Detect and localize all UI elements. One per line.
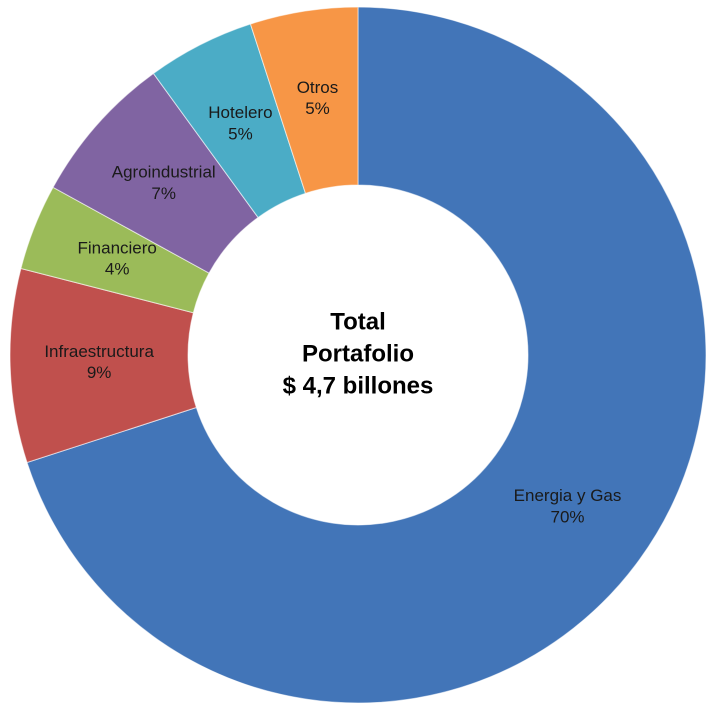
- segment-label: Hotelero 5%: [208, 104, 272, 144]
- segment-label: Energia y Gas 70%: [514, 487, 622, 527]
- value-label: 7%: [151, 184, 176, 203]
- center-label: Portafolio: [302, 340, 414, 367]
- segment-label: Infraestructura 9%: [44, 342, 154, 382]
- category-label: Otros: [297, 78, 339, 97]
- value-label: 5%: [305, 100, 330, 119]
- donut-segment: [249, 6, 359, 194]
- value-label: 70%: [551, 508, 585, 527]
- category-label: Energia y Gas: [514, 487, 622, 506]
- value-label: 9%: [87, 364, 112, 383]
- value-label: 5%: [228, 125, 253, 144]
- value-label: 4%: [105, 260, 130, 279]
- category-label: Infraestructura: [44, 342, 154, 361]
- segment-label: Financiero 4%: [78, 239, 157, 279]
- center-label: Total: [330, 308, 386, 335]
- segment-label: Agroindustrial 7%: [112, 163, 216, 203]
- donut-segment: [26, 6, 707, 704]
- category-label: Agroindustrial: [112, 163, 216, 182]
- segment-label: Otros 5%: [297, 78, 339, 118]
- category-label: Financiero: [78, 239, 157, 258]
- center-label: $ 4,7 billones: [283, 372, 434, 399]
- category-label: Hotelero: [208, 104, 272, 123]
